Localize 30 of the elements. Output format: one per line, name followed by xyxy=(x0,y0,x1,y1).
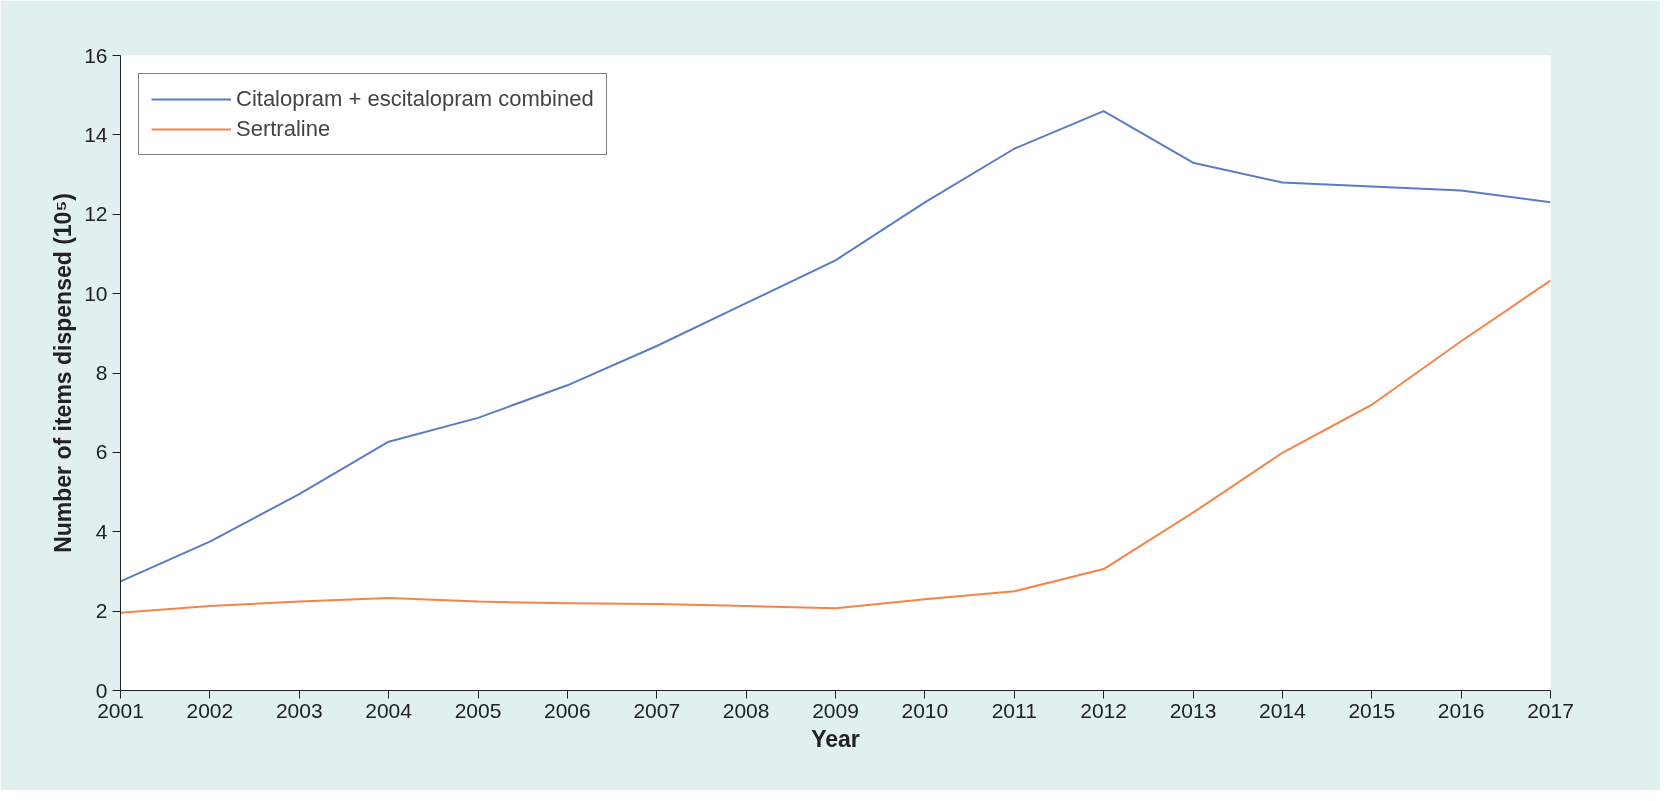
line-series xyxy=(120,279,1551,614)
x-tick-label: 2008 xyxy=(722,698,770,722)
x-tick-label: 2012 xyxy=(1080,698,1127,722)
y-tick-label: 6 xyxy=(95,440,108,464)
y-tick-label: 16 xyxy=(84,43,108,67)
y-tick-label: 10 xyxy=(84,281,108,305)
y-tick-label: 8 xyxy=(95,361,108,384)
x-tick-label: 2015 xyxy=(1348,698,1396,722)
x-tick-label: 2014 xyxy=(1259,698,1307,722)
x-tick-label: 2007 xyxy=(633,698,681,722)
x-tick-label: 2013 xyxy=(1169,698,1217,722)
x-tick-label: 2011 xyxy=(991,698,1037,722)
x-tick-label: 2017 xyxy=(1527,698,1574,722)
x-tick-label: 2004 xyxy=(365,698,413,722)
line-series xyxy=(120,110,1551,583)
x-tick-label: 2005 xyxy=(454,698,502,722)
y-tick-label: 4 xyxy=(95,519,108,543)
y-tick-label: 14 xyxy=(84,122,108,146)
x-tick-label: 2002 xyxy=(186,698,234,722)
x-tick-label: 2003 xyxy=(275,698,323,722)
x-tick-label: 2016 xyxy=(1437,698,1485,722)
y-tick-label: 12 xyxy=(84,202,108,226)
y-tick-label: 2 xyxy=(95,599,108,623)
y-axis-title: Number of items dispensed (10⁵) xyxy=(50,193,77,553)
legend-label: Citalopram + escitalopram combined xyxy=(236,86,594,112)
x-tick-label: 2006 xyxy=(544,698,591,722)
x-tick-label: 2010 xyxy=(901,698,949,722)
legend-label: Sertraline xyxy=(236,116,331,142)
x-axis-title: Year xyxy=(811,725,860,752)
x-tick-label: 2009 xyxy=(812,698,859,722)
